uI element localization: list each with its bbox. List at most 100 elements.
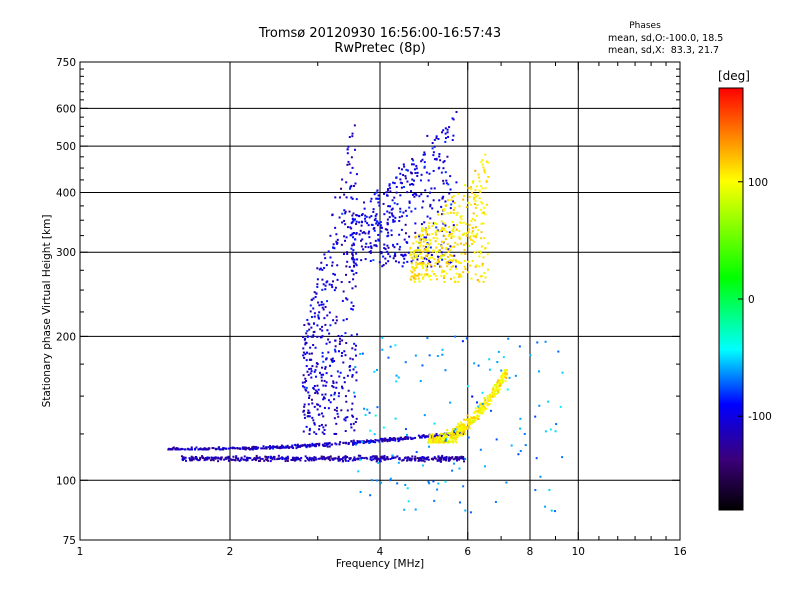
data-point: [267, 446, 270, 449]
data-point: [414, 222, 417, 225]
data-point: [379, 457, 382, 460]
data-point: [440, 435, 443, 438]
data-point: [444, 171, 447, 174]
data-point: [335, 233, 338, 236]
data-point: [333, 391, 336, 394]
data-point: [255, 457, 258, 460]
data-point: [432, 199, 435, 202]
data-point: [328, 445, 331, 448]
data-point: [345, 196, 348, 199]
data-point: [488, 358, 491, 361]
data-point: [410, 459, 413, 462]
data-point: [450, 236, 453, 239]
data-point: [440, 171, 443, 174]
data-point: [417, 459, 420, 462]
data-point: [389, 477, 392, 480]
data-point: [344, 419, 347, 422]
data-point: [390, 212, 393, 215]
data-point: [332, 386, 335, 389]
data-point: [441, 131, 444, 134]
data-point: [303, 324, 306, 327]
data-point: [431, 225, 434, 228]
data-point: [413, 192, 416, 195]
data-point: [352, 278, 355, 281]
data-point: [452, 226, 455, 229]
data-point: [308, 411, 311, 414]
data-point: [192, 458, 195, 461]
data-point: [393, 196, 396, 199]
data-point: [429, 264, 432, 267]
data-point: [310, 367, 313, 370]
data-point: [312, 297, 315, 300]
data-point: [557, 350, 560, 353]
data-point: [304, 337, 307, 340]
data-point: [325, 281, 328, 284]
data-point: [312, 419, 315, 422]
data-point: [534, 489, 537, 492]
colorbar-tick-label: 100: [748, 177, 768, 189]
data-point: [322, 415, 325, 418]
data-point: [448, 225, 451, 228]
data-point: [441, 247, 444, 250]
data-point: [325, 342, 328, 345]
data-point: [385, 194, 388, 197]
data-point: [423, 161, 426, 164]
data-point: [329, 455, 332, 458]
data-point: [456, 422, 459, 425]
data-point: [424, 273, 427, 276]
data-point: [377, 222, 380, 225]
data-point: [440, 245, 443, 248]
data-point: [474, 407, 477, 410]
data-point: [450, 266, 453, 269]
data-point: [449, 254, 452, 257]
data-point: [452, 265, 455, 268]
data-point: [181, 458, 184, 461]
data-point: [353, 391, 356, 394]
data-point: [386, 228, 389, 231]
data-point: [332, 243, 335, 246]
data-point: [321, 329, 324, 332]
data-point: [438, 250, 441, 253]
data-point: [445, 459, 448, 462]
data-point: [423, 457, 426, 460]
data-point: [348, 369, 351, 372]
data-point: [423, 165, 426, 168]
data-point: [448, 192, 451, 195]
data-point: [471, 420, 474, 423]
data-point: [342, 441, 345, 444]
data-point: [434, 441, 437, 444]
data-point: [429, 441, 432, 444]
data-point: [422, 267, 425, 270]
data-point: [444, 480, 447, 483]
data-point: [363, 201, 366, 204]
data-point: [365, 242, 368, 245]
data-point: [212, 459, 215, 462]
data-point: [318, 371, 321, 374]
data-point: [374, 239, 377, 242]
data-point: [396, 243, 399, 246]
data-point: [411, 437, 414, 440]
data-point: [351, 221, 354, 224]
data-point: [280, 444, 283, 447]
data-point: [349, 171, 352, 174]
data-point: [497, 350, 500, 353]
data-point: [325, 358, 328, 361]
data-point: [480, 231, 483, 234]
data-point: [392, 218, 395, 221]
data-point: [447, 457, 450, 460]
data-point: [315, 292, 318, 295]
data-point: [445, 456, 448, 459]
data-point: [505, 481, 508, 484]
data-point: [352, 242, 355, 245]
data-point: [292, 456, 295, 459]
data-point: [544, 505, 547, 508]
data-point: [410, 163, 413, 166]
data-point: [428, 482, 431, 485]
data-point: [442, 213, 445, 216]
data-point: [246, 458, 249, 461]
data-point: [455, 223, 458, 226]
data-point: [344, 210, 347, 213]
data-point: [441, 269, 444, 272]
data-point: [251, 458, 254, 461]
data-point: [424, 229, 427, 232]
